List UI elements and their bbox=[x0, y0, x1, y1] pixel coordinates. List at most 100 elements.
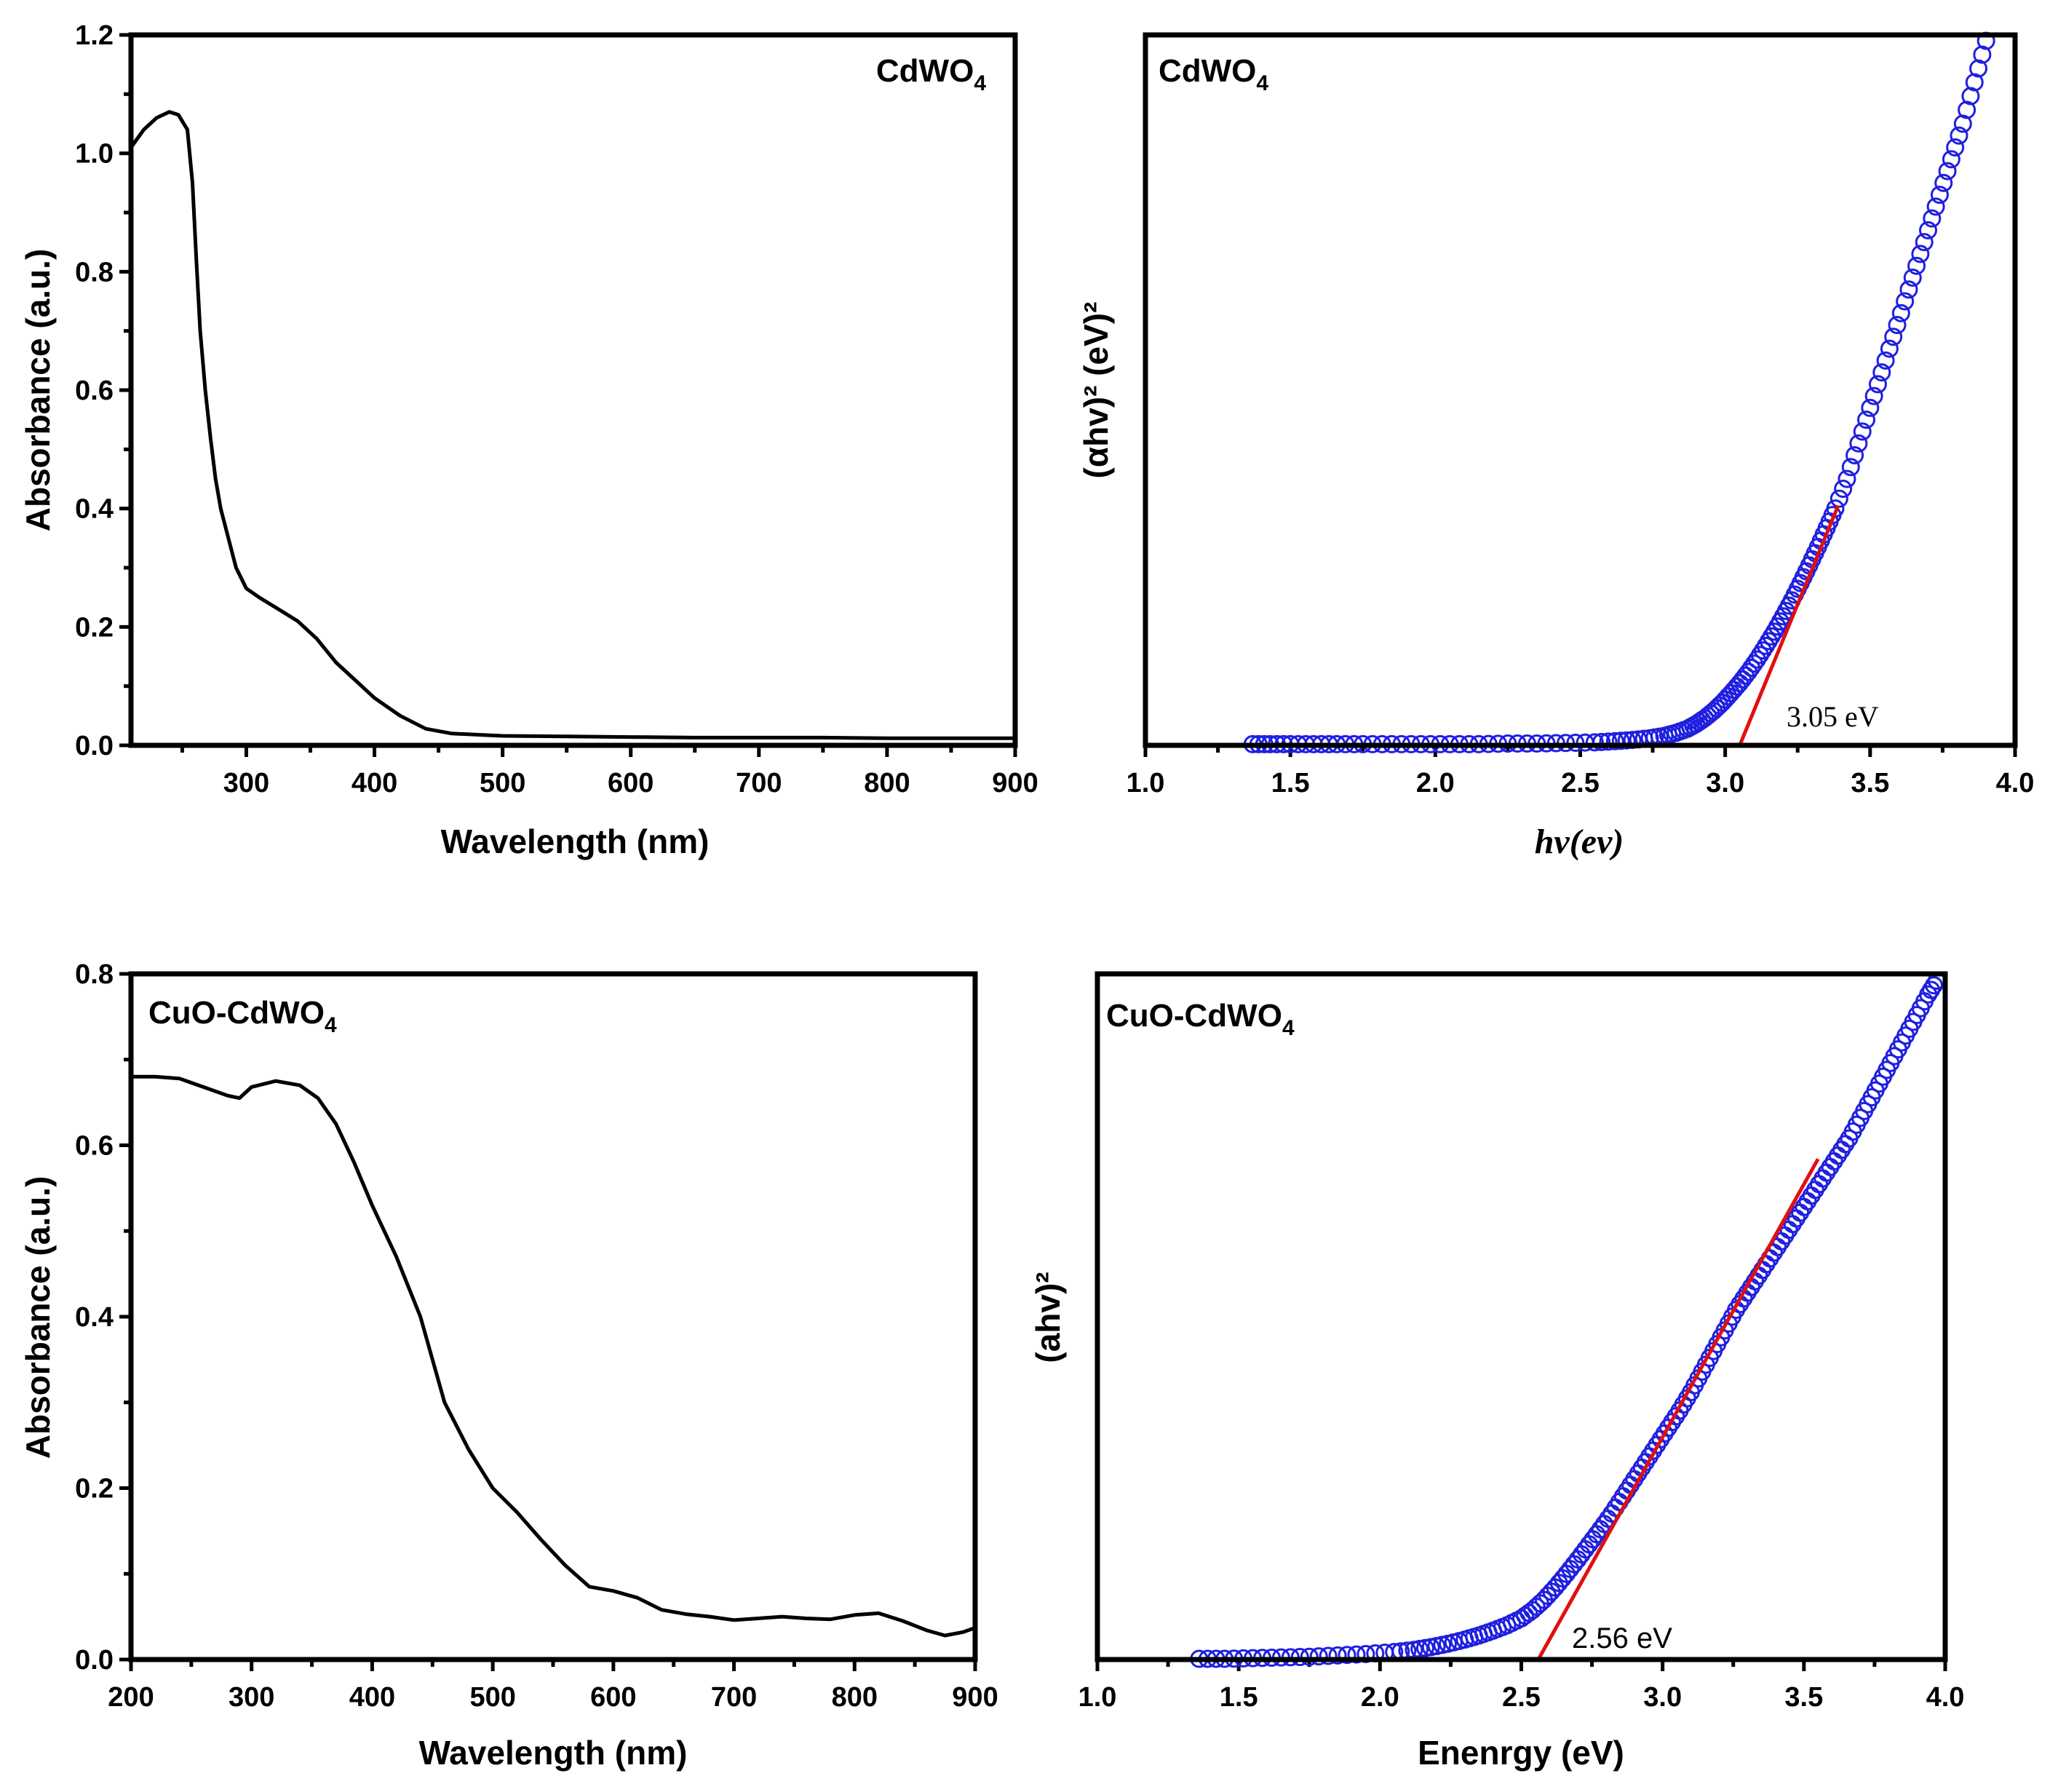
p1-x-tick-label: 500 bbox=[480, 768, 525, 798]
p4-data-point bbox=[1300, 1647, 1319, 1666]
p3-y-tick-label: 0.0 bbox=[75, 1645, 114, 1676]
p2-data-point bbox=[1896, 292, 1915, 311]
p2-data-point bbox=[1950, 126, 1968, 145]
p1-y-tick-label: 0.6 bbox=[75, 376, 114, 406]
p4-title-sub: 4 bbox=[1282, 1016, 1295, 1040]
p2-bandgap-annotation: 3.05 eV bbox=[1787, 700, 1879, 733]
p4-data-point bbox=[1813, 1169, 1832, 1188]
p2-series bbox=[1243, 31, 1995, 753]
p1-title-sub: 4 bbox=[974, 71, 986, 95]
p2-data-point bbox=[1872, 363, 1891, 382]
p1-x-axis-title: Wavelength (nm) bbox=[441, 822, 710, 860]
p2-data-point bbox=[1853, 422, 1872, 441]
p1-ticks: 300 400 500 600 700 800 900 0.0 0.2 0.4 0.6 0.8 1.0 1… bbox=[75, 20, 1038, 798]
p2-data-point bbox=[1868, 375, 1887, 394]
p3-x-axis-title: Wavelength (nm) bbox=[419, 1734, 688, 1772]
p2-data-point bbox=[1907, 256, 1926, 275]
p1-plot-frame bbox=[128, 32, 1018, 748]
p1-series bbox=[129, 110, 1015, 740]
p4-data-point bbox=[1821, 1157, 1840, 1176]
p2-data-point bbox=[1930, 186, 1949, 205]
p1-x-tick-label: 400 bbox=[351, 768, 397, 798]
p4-data-point bbox=[1798, 1192, 1817, 1210]
p2-x-tick-label: 1.0 bbox=[1127, 768, 1165, 798]
p4-panel-label: CuO-CdWO4 bbox=[1106, 998, 1295, 1040]
p4-data-point bbox=[1328, 1646, 1347, 1665]
p3-series-line bbox=[131, 1074, 976, 1638]
p2-plot-frame bbox=[1143, 32, 2018, 748]
p2-data-point bbox=[1747, 650, 1766, 669]
p3-x-tick-label: 500 bbox=[469, 1682, 515, 1713]
p1-x-tick-label: 900 bbox=[992, 768, 1038, 798]
p4-x-tick-label: 4.0 bbox=[1926, 1682, 1965, 1713]
p2-data-point bbox=[1880, 339, 1899, 358]
p1-x-tick-label: 600 bbox=[608, 768, 653, 798]
panel-cdwo4-absorbance: 300 400 500 600 700 800 900 0.0 0.2 0.4 0.6 0.8 1.0 1… bbox=[19, 20, 1038, 860]
p2-x-tick-label: 1.5 bbox=[1271, 768, 1310, 798]
p4-data-point bbox=[1832, 1141, 1851, 1159]
p2-data-point bbox=[1876, 351, 1895, 370]
p2-data-point bbox=[1903, 268, 1922, 287]
p4-x-tick-label: 2.0 bbox=[1361, 1682, 1399, 1713]
p2-title-sub: 4 bbox=[1256, 71, 1268, 95]
p1-x-tick-label: 700 bbox=[736, 768, 782, 798]
p2-data-point bbox=[1861, 398, 1880, 417]
p2-data-point bbox=[1566, 733, 1585, 752]
p2-title-main: CdWO bbox=[1159, 53, 1256, 89]
p2-x-tick-label: 3.5 bbox=[1851, 768, 1889, 798]
p4-data-point bbox=[1783, 1215, 1802, 1234]
p3-x-tick-label: 300 bbox=[229, 1682, 274, 1713]
p2-data-point bbox=[1926, 197, 1945, 216]
p4-series bbox=[1190, 971, 1946, 1668]
p4-x-tick-label: 1.5 bbox=[1220, 1682, 1258, 1713]
p2-data-point bbox=[1864, 386, 1883, 405]
p3-y-tick-label: 0.8 bbox=[75, 959, 114, 990]
p2-ticks: 1.0 1.5 2.0 2.5 3.0 3.5 4.0 bbox=[1127, 745, 2035, 798]
p4-data-point bbox=[1922, 980, 1941, 999]
p2-data-point bbox=[1750, 646, 1769, 665]
p3-title-main: CuO-CdWO bbox=[148, 995, 325, 1031]
p1-y-tick-label: 0.4 bbox=[75, 494, 114, 525]
p3-x-tick-label: 200 bbox=[108, 1682, 154, 1713]
p2-data-point bbox=[1888, 316, 1907, 335]
p3-x-tick-label: 900 bbox=[952, 1682, 998, 1713]
p4-data-point bbox=[1919, 985, 1938, 1004]
p1-title-main: CdWO bbox=[876, 53, 974, 89]
p2-x-tick-label: 2.0 bbox=[1416, 768, 1455, 798]
p4-data-point bbox=[1802, 1186, 1821, 1205]
p2-x-tick-label: 4.0 bbox=[1996, 768, 2035, 798]
p4-data-point bbox=[1338, 1646, 1356, 1665]
p4-data-point bbox=[1309, 1647, 1328, 1666]
p2-data-point bbox=[1838, 469, 1856, 488]
p2-data-point bbox=[1911, 245, 1930, 263]
p1-x-tick-label: 300 bbox=[223, 768, 269, 798]
p4-data-point bbox=[1791, 1203, 1810, 1222]
p2-data-point bbox=[1846, 445, 1864, 464]
p2-data-point bbox=[1585, 733, 1604, 752]
p1-y-tick-label: 0.2 bbox=[75, 612, 114, 643]
p3-x-tick-label: 800 bbox=[832, 1682, 878, 1713]
p3-y-tick-label: 0.2 bbox=[75, 1474, 114, 1504]
p2-data-point bbox=[1849, 434, 1868, 453]
p3-y-tick-label: 0.4 bbox=[75, 1302, 114, 1333]
p2-x-axis-title: hv(ev) bbox=[1535, 822, 1624, 861]
p2-data-point bbox=[1841, 458, 1860, 477]
p2-fit-line bbox=[1738, 504, 1840, 746]
p4-x-tick-label: 2.5 bbox=[1502, 1682, 1541, 1713]
p2-y-axis-title: (αhv)² (eV)² bbox=[1077, 302, 1115, 479]
p2-data-point bbox=[1592, 732, 1611, 751]
p1-y-tick-label: 0.8 bbox=[75, 257, 114, 288]
p2-data-point bbox=[1599, 732, 1618, 751]
p4-x-tick-label: 3.5 bbox=[1784, 1682, 1823, 1713]
p2-data-point bbox=[1934, 173, 1953, 192]
p2-data-point bbox=[1923, 209, 1942, 228]
p4-plot-frame bbox=[1094, 971, 1948, 1662]
p3-plot-frame bbox=[128, 971, 978, 1662]
p3-series bbox=[131, 1074, 976, 1638]
p4-data-point bbox=[1810, 1175, 1829, 1194]
p4-data-point bbox=[1319, 1646, 1338, 1665]
p4-title-main: CuO-CdWO bbox=[1106, 998, 1282, 1034]
p4-bandgap-annotation: 2.56 eV bbox=[1572, 1622, 1672, 1654]
panel-cuo-cdwo4-absorbance: 200 300 400 500 600 700 800 9000.00.20.40.60.8 … bbox=[19, 959, 998, 1772]
